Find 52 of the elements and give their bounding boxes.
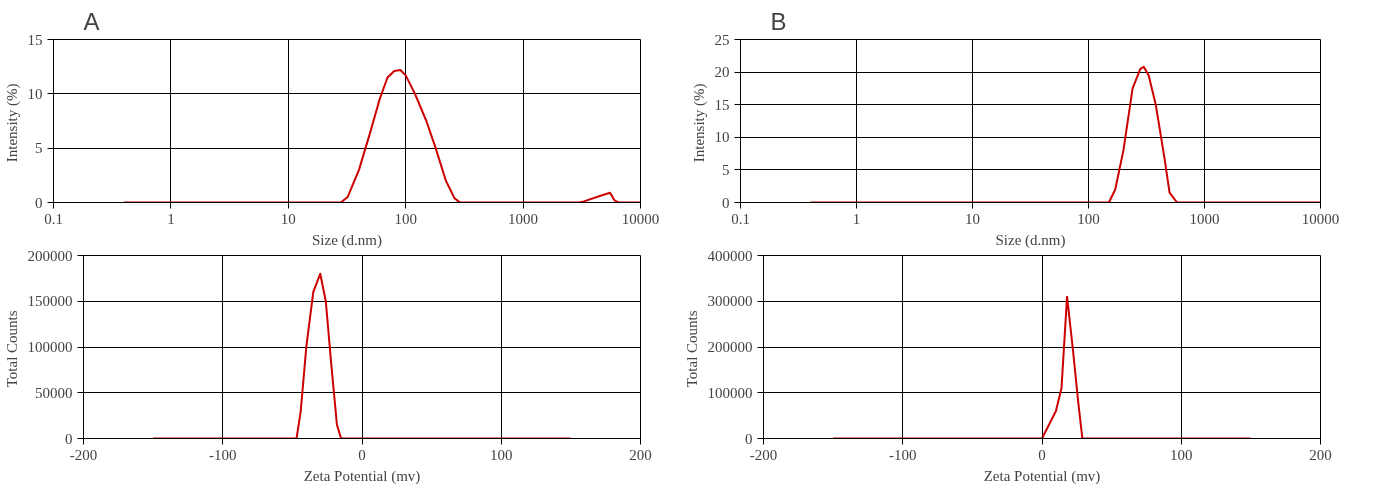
chart-title: A xyxy=(83,7,100,35)
x-tick-label: 1 xyxy=(167,210,175,227)
x-tick-label: 1000 xyxy=(508,210,539,227)
y-tick-label: 25 xyxy=(714,31,730,48)
x-tick-label: 1 xyxy=(852,210,861,227)
y-axis-title: Intensity (%) xyxy=(3,83,21,163)
x-axis-title: Size (d.nm) xyxy=(312,231,382,249)
y-tick-label: 400000 xyxy=(707,247,753,264)
x-tick-label: 10000 xyxy=(1301,210,1340,227)
y-tick-label: 15 xyxy=(27,31,43,48)
x-tick-label: 10 xyxy=(280,210,296,227)
y-tick-label: 10 xyxy=(27,85,43,102)
x-tick-label: 100 xyxy=(1077,210,1100,227)
x-tick-label: 0 xyxy=(358,446,366,463)
y-tick-label: 150000 xyxy=(27,293,73,310)
y-tick-label: 10 xyxy=(714,129,730,146)
x-tick-label: 200 xyxy=(629,446,652,463)
x-tick-label: 100 xyxy=(394,210,417,227)
y-tick-label: 300000 xyxy=(707,293,753,310)
y-tick-label: 0 xyxy=(65,430,73,447)
x-tick-label: 0.1 xyxy=(731,210,750,227)
x-tick-label: -100 xyxy=(209,446,237,463)
y-axis-title: Intensity (%) xyxy=(690,83,708,163)
y-tick-label: 100000 xyxy=(27,339,73,355)
y-axis-title: Total Counts xyxy=(683,310,700,388)
x-axis-title: Zeta Potential (mv) xyxy=(303,467,421,485)
y-tick-label: 15 xyxy=(714,96,730,113)
x-tick-label: 200 xyxy=(1309,446,1332,463)
y-tick-label: 0 xyxy=(722,194,730,211)
y-tick-label: 5 xyxy=(35,140,43,157)
y-tick-label: 200000 xyxy=(707,339,753,355)
x-tick-label: -100 xyxy=(889,446,917,463)
x-tick-label: 1000 xyxy=(1189,210,1220,227)
y-axis-title: Total Counts xyxy=(3,310,20,388)
y-tick-label: 5 xyxy=(722,161,730,178)
y-tick-label: 100000 xyxy=(707,384,753,401)
x-axis-title: Zeta Potential (mv) xyxy=(983,467,1101,485)
x-tick-label: 100 xyxy=(1170,446,1193,463)
x-tick-label: 0.1 xyxy=(44,210,63,227)
y-tick-label: 20 xyxy=(714,64,730,81)
x-tick-label: 0 xyxy=(1038,446,1046,463)
x-tick-label: 100 xyxy=(490,446,513,463)
chart-title: B xyxy=(770,7,787,35)
y-tick-label: 200000 xyxy=(27,247,73,264)
x-axis-title: Size (d.nm) xyxy=(995,231,1066,249)
y-tick-label: 0 xyxy=(35,194,43,211)
x-tick-label: 10 xyxy=(965,210,980,227)
y-tick-label: 50000 xyxy=(35,384,73,401)
x-tick-label: -200 xyxy=(749,446,778,463)
y-tick-label: 0 xyxy=(745,430,753,447)
x-tick-label: 10000 xyxy=(621,210,660,227)
x-tick-label: -200 xyxy=(69,446,98,463)
